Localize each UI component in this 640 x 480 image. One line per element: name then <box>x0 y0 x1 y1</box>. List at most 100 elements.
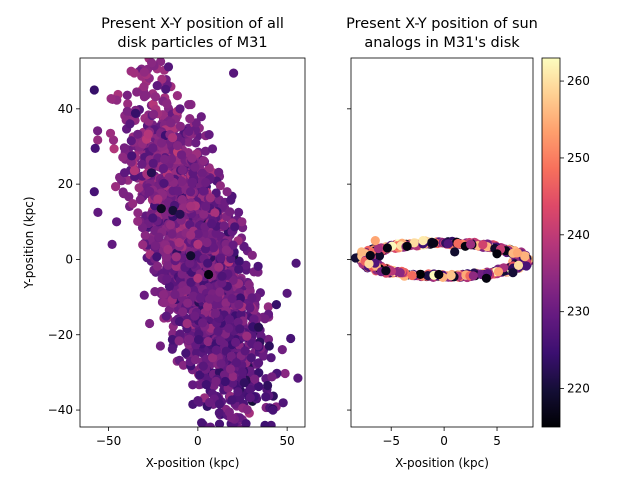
data-point <box>202 237 212 248</box>
data-point <box>186 201 196 211</box>
data-point <box>177 176 187 187</box>
data-point <box>254 430 263 439</box>
data-point <box>93 126 103 136</box>
colorbar-tick-label: 260 <box>567 74 590 88</box>
data-point <box>183 298 193 308</box>
data-point <box>215 181 225 191</box>
data-point <box>293 373 303 383</box>
data-point <box>126 136 136 146</box>
data-point <box>225 364 236 374</box>
data-point <box>208 243 219 253</box>
data-point <box>166 154 177 164</box>
data-point <box>159 298 169 308</box>
data-point <box>214 262 224 272</box>
data-point <box>105 128 116 138</box>
data-point <box>453 238 463 249</box>
y-tick-label: 20 <box>58 177 73 191</box>
data-point <box>163 62 174 72</box>
data-point <box>158 290 169 300</box>
data-point <box>200 146 211 156</box>
data-point <box>89 187 99 197</box>
y-tick-label: 0 <box>65 252 73 266</box>
data-point <box>242 331 252 341</box>
data-point <box>140 230 150 240</box>
data-point <box>152 261 163 271</box>
data-point <box>245 384 255 394</box>
data-point <box>162 99 172 109</box>
data-point <box>186 230 196 240</box>
data-point <box>521 261 532 271</box>
data-point <box>205 422 215 427</box>
data-point <box>189 291 199 301</box>
colorbar-tick-label: 250 <box>567 151 590 165</box>
data-point <box>271 300 281 310</box>
data-point <box>512 248 523 258</box>
data-point <box>211 228 221 238</box>
data-point <box>89 85 99 95</box>
data-point <box>227 294 237 304</box>
data-point <box>224 323 234 333</box>
data-point <box>164 281 174 291</box>
data-point <box>217 278 227 288</box>
data-point <box>138 240 148 250</box>
data-point <box>205 193 215 203</box>
data-point <box>402 241 412 251</box>
data-point <box>262 435 271 444</box>
data-point <box>190 355 201 365</box>
data-point <box>165 220 176 230</box>
data-point <box>175 209 185 219</box>
data-point <box>112 217 122 227</box>
data-point <box>153 194 163 204</box>
data-point <box>93 135 103 145</box>
data-point <box>250 374 260 384</box>
data-point <box>185 114 195 124</box>
data-point <box>164 172 174 182</box>
data-point <box>237 367 247 377</box>
data-point <box>93 207 103 217</box>
data-point <box>253 261 263 271</box>
data-point <box>191 138 201 148</box>
data-point <box>177 165 187 175</box>
y-tick-label: 40 <box>58 102 73 116</box>
data-point <box>198 318 208 328</box>
data-point <box>409 238 419 248</box>
data-point <box>254 322 264 332</box>
data-point <box>166 118 176 128</box>
colorbar-ticks: 220 230 240 250 260 <box>560 74 590 396</box>
data-point <box>214 419 225 427</box>
data-point <box>234 264 244 274</box>
data-point <box>207 219 217 229</box>
data-point <box>123 99 133 109</box>
data-point <box>214 167 224 177</box>
title-line: Present X-Y position of sun <box>346 16 538 32</box>
colorbar-tick-label: 240 <box>567 228 590 242</box>
data-point <box>174 237 184 248</box>
data-point <box>204 130 214 140</box>
data-point <box>258 351 269 361</box>
data-point <box>211 345 221 355</box>
data-point <box>137 159 147 169</box>
left-panel-points <box>89 58 303 444</box>
data-point <box>204 397 215 408</box>
data-point <box>148 143 158 153</box>
data-point <box>167 344 177 354</box>
data-point <box>219 370 230 380</box>
data-point <box>125 119 135 129</box>
data-point <box>141 90 151 100</box>
data-point <box>226 351 236 361</box>
data-point <box>158 163 168 174</box>
data-point <box>190 311 200 321</box>
data-point <box>157 74 167 84</box>
data-point <box>222 187 232 197</box>
data-point <box>154 232 164 242</box>
data-point <box>182 318 192 329</box>
data-point <box>178 360 189 370</box>
data-point <box>193 273 203 283</box>
data-point <box>193 229 203 239</box>
data-point <box>225 207 235 217</box>
data-point <box>228 371 238 382</box>
data-point <box>128 199 138 209</box>
data-point <box>143 129 153 139</box>
data-point <box>228 378 238 388</box>
data-point <box>245 303 255 313</box>
